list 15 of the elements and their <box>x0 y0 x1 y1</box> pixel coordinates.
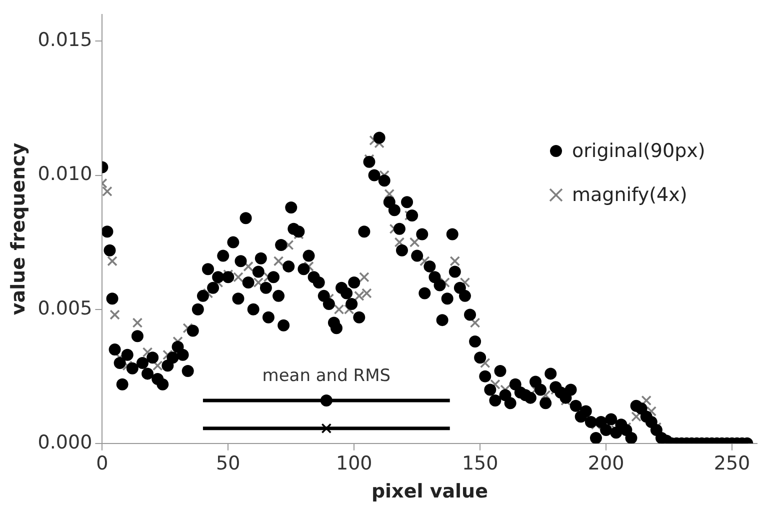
x-axis-title: pixel value <box>371 480 488 503</box>
y-tick-label: 0.000 <box>38 431 92 454</box>
legend-label: magnify(4x) <box>572 184 688 206</box>
y-tick-label: 0.010 <box>38 163 92 186</box>
y-tick-label: 0.005 <box>38 297 92 320</box>
x-tick-label: 200 <box>588 452 624 475</box>
y-tick-label: 0.015 <box>38 29 92 52</box>
x-tick-label: 150 <box>462 452 498 475</box>
x-tick-label: 250 <box>714 452 750 475</box>
x-tick-label: 100 <box>336 452 372 475</box>
x-tick-label: 0 <box>96 452 108 475</box>
legend-label: original(90px) <box>572 140 706 162</box>
annotation: mean and RMS <box>262 366 391 386</box>
x-tick-label: 50 <box>216 452 240 475</box>
y-axis-title: value frequency <box>7 142 30 316</box>
